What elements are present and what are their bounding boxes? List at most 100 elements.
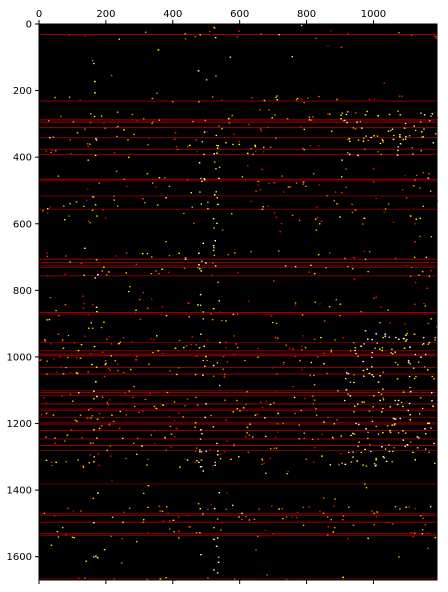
heatmap-cell [271,367,274,369]
heatmap-cell [225,142,227,144]
heatmap-cell [367,437,369,440]
heatmap-cell [133,385,135,388]
heatmap-cell [198,252,200,254]
heatmap-cell [129,286,131,288]
heatmap-cell [94,92,96,94]
heatmap-cell [357,445,359,448]
heatmap-cell [96,437,98,439]
heatmap-cell [314,218,317,220]
heatmap-cell [342,576,344,578]
heatmap-cell [347,373,350,375]
heatmap-cell [63,205,65,207]
heatmap-cell [285,344,287,346]
heatmap-cell [83,302,85,305]
heatmap-cell [182,416,184,418]
heatmap-cell [184,33,186,35]
heatmap-cell [143,118,145,120]
heatmap-cell [184,458,186,461]
heatmap-cell [241,176,244,178]
heatmap-cell [299,126,302,128]
heatmap-cell [213,161,216,163]
heatmap-cell [192,120,194,123]
heatmap-cell [93,345,96,348]
heatmap-cell [406,332,408,335]
heatmap-cell [381,138,383,140]
heatmap-cell [373,463,376,465]
heatmap-cell [69,139,71,141]
heatmap-cell [373,297,375,299]
heatmap-row-streak [39,118,437,120]
heatmap-cell [371,420,374,423]
heatmap-cell [85,560,87,562]
heatmap-cell [194,461,196,464]
heatmap-cell [103,375,106,378]
heatmap-cell [213,26,215,28]
heatmap-cell [285,516,288,518]
heatmap-cell [150,434,153,436]
heatmap-cell [49,206,52,208]
heatmap-cell [212,218,215,220]
heatmap-cell [127,291,130,293]
heatmap-cell [334,339,336,341]
heatmap-cell [64,273,66,275]
heatmap-cell [392,450,394,453]
heatmap-cell [148,363,150,365]
heatmap-cell [375,464,377,466]
heatmap-cell [67,356,69,359]
heatmap-cell [342,578,345,580]
heatmap-cell [305,458,307,461]
heatmap-cell [152,351,154,354]
heatmap-cell [216,572,219,574]
heatmap-cell [326,113,329,115]
y-tick-label: 1200 [7,419,32,430]
heatmap-cell [274,391,277,393]
heatmap-cell [206,131,208,133]
heatmap-cell [43,512,46,514]
heatmap-cell [392,523,394,525]
heatmap-cell [283,191,285,193]
heatmap-cell [46,319,48,321]
heatmap-cell [123,129,125,131]
heatmap-cell [92,497,94,499]
heatmap-cell [286,118,289,120]
heatmap-cell [313,399,316,401]
heatmap-cell [199,191,201,193]
heatmap-cell [153,405,156,408]
heatmap-cell [260,33,262,35]
heatmap-cell [279,231,281,233]
heatmap-cell [202,242,204,244]
heatmap-cell [201,180,203,183]
heatmap-cell [370,450,372,453]
heatmap-cell [200,459,203,461]
heatmap-cell [278,250,280,252]
heatmap-cell [302,183,304,185]
heatmap-cell [135,309,137,311]
heatmap-cell [223,376,226,378]
heatmap-cell [367,271,369,273]
heatmap-cell [286,473,288,475]
heatmap-cell [364,258,367,260]
heatmap-cell [201,141,203,143]
heatmap-cell [173,419,176,422]
heatmap-cell [268,109,270,111]
heatmap-cell [190,343,192,346]
heatmap-row-streak [39,353,437,355]
heatmap-cell [194,35,196,38]
heatmap-cell [357,355,359,357]
heatmap-cell [179,466,181,468]
heatmap-cell [187,145,189,148]
heatmap-cell [357,403,359,405]
heatmap-cell [374,465,377,467]
heatmap-cell [275,447,278,449]
heatmap-cell [414,303,416,305]
heatmap-cell [115,170,118,173]
heatmap-cell [100,326,103,329]
heatmap-cell [414,223,416,225]
heatmap-cell [194,426,196,428]
heatmap-cell [141,445,143,447]
heatmap-cell [95,259,98,261]
heatmap-cell [254,414,257,416]
heatmap-cell [110,74,113,77]
heatmap-cell [432,142,435,144]
heatmap-cell [423,128,425,130]
